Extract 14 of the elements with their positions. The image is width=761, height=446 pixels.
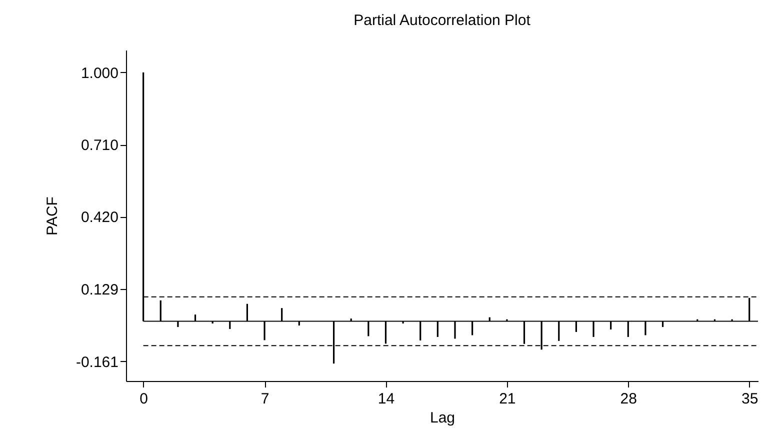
x-tick-label: 35 xyxy=(742,390,758,408)
y-tick-label: 1.000 xyxy=(80,64,118,82)
y-tick-label: 0.129 xyxy=(80,282,118,299)
y-tick-label: 0.710 xyxy=(80,137,118,154)
x-tick-label: 7 xyxy=(260,390,270,408)
x-tick-label: 28 xyxy=(620,390,637,408)
chart-title: Partial Autocorrelation Plot xyxy=(354,12,532,29)
x-tick-label: 21 xyxy=(499,390,516,408)
y-axis-title: PACF xyxy=(44,196,61,236)
x-tick-label: 14 xyxy=(378,390,395,408)
y-tick-label: 0.420 xyxy=(80,209,118,226)
x-tick-label: 0 xyxy=(140,390,148,408)
x-axis-title: Lag xyxy=(430,410,456,426)
y-tick-label: -0.161 xyxy=(76,354,118,371)
